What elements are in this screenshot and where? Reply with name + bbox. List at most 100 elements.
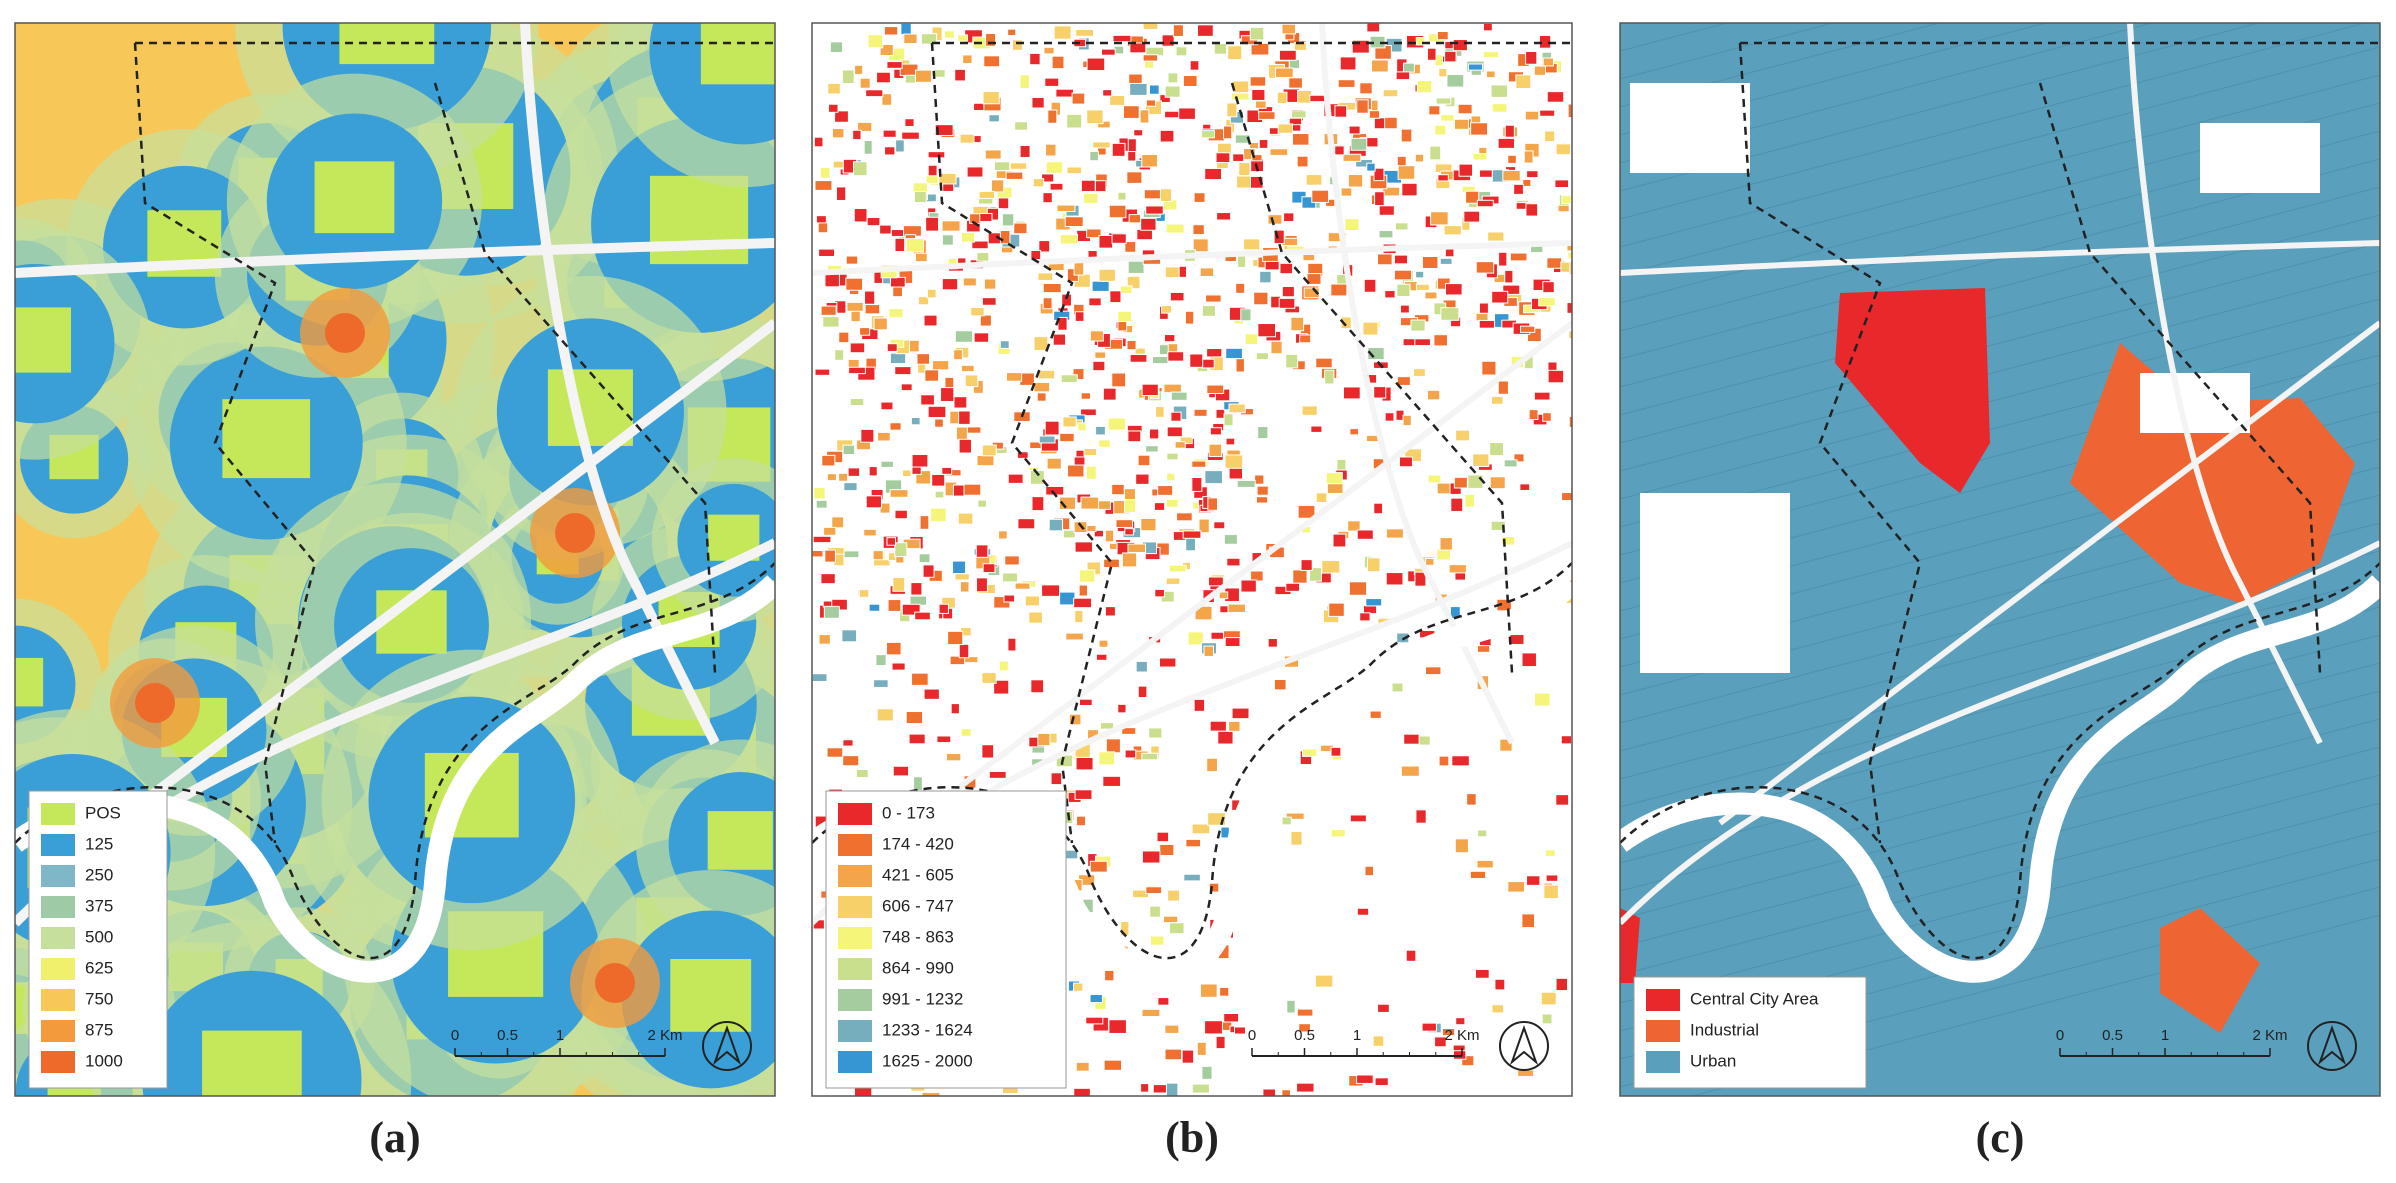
legend-swatch (1646, 1020, 1680, 1042)
parcel (1141, 154, 1158, 168)
parcel (1267, 637, 1278, 648)
open-space (700, 23, 775, 85)
parcel (1475, 312, 1489, 322)
parcel (1201, 1065, 1213, 1080)
parcel (1072, 982, 1084, 992)
parcel (1112, 34, 1132, 43)
parcel (1092, 141, 1111, 149)
parcel (1038, 435, 1056, 444)
parcel (1396, 376, 1411, 386)
parcel (1315, 357, 1333, 369)
parcel (894, 542, 908, 558)
parcel (1454, 838, 1469, 854)
parcel (1029, 469, 1045, 485)
parcel (1193, 698, 1206, 712)
parcel (1567, 103, 1572, 119)
legend-label: 864 - 990 (882, 958, 954, 977)
parcel (864, 304, 881, 315)
parcel (1205, 294, 1222, 303)
boundary (812, 562, 1572, 960)
parcel (1403, 733, 1420, 745)
parcel (1137, 685, 1148, 699)
central-city-area (1620, 908, 1640, 983)
parcel (1176, 512, 1193, 522)
parcel (1226, 557, 1241, 567)
open-space (15, 307, 72, 373)
parcel (1152, 355, 1169, 365)
parcel (1520, 325, 1536, 333)
parcel (1066, 166, 1083, 175)
parcel (1075, 1061, 1090, 1072)
parcel (1139, 109, 1150, 124)
parcel (983, 278, 997, 290)
parcel (1108, 1019, 1127, 1034)
parcel (1498, 251, 1508, 267)
road (812, 240, 1572, 276)
parcel (921, 1091, 941, 1096)
parcel (1227, 603, 1246, 613)
parcel (1544, 130, 1556, 143)
parcel (1311, 189, 1329, 203)
parcel (976, 455, 995, 467)
parcel (1339, 56, 1357, 71)
parcel (941, 220, 961, 232)
parcel (1215, 1035, 1226, 1050)
parcel (1155, 406, 1165, 418)
parcel (889, 276, 906, 288)
parcel (1521, 652, 1537, 668)
parcel (1079, 569, 1096, 583)
parcel (1135, 660, 1148, 673)
parcel (1226, 102, 1238, 118)
parcel (1111, 142, 1126, 157)
parcel (1140, 1083, 1150, 1093)
parcel (1555, 977, 1569, 992)
parcel (1384, 290, 1396, 299)
parcel (1324, 369, 1335, 385)
parcel (1421, 1022, 1437, 1032)
parcel (886, 343, 898, 352)
parcel (1554, 179, 1569, 189)
parcel (954, 573, 970, 581)
parcel (960, 728, 972, 737)
parcel (1157, 997, 1170, 1006)
parcel (1032, 178, 1045, 188)
parcel (1401, 182, 1418, 197)
parcel (1102, 387, 1117, 401)
parcel (1515, 74, 1532, 90)
parcel (842, 739, 854, 747)
map-content (1620, 23, 2380, 1096)
parcel (1166, 452, 1179, 461)
parcel (1255, 100, 1267, 109)
hotspot (135, 683, 175, 723)
parcel (1465, 190, 1480, 204)
parcel (1037, 272, 1054, 282)
parcel (1273, 229, 1285, 245)
parcel (978, 190, 995, 199)
parcel (1330, 283, 1348, 297)
parcel (1302, 748, 1318, 757)
parcel (853, 208, 868, 223)
parcel (918, 553, 931, 564)
parcel (1485, 70, 1496, 78)
parcel (1184, 310, 1195, 325)
legend-label: 606 - 747 (882, 896, 954, 915)
parcel (1227, 45, 1243, 61)
parcel (1041, 173, 1055, 183)
parcel (1144, 60, 1155, 69)
parcel (845, 277, 864, 291)
parcel (965, 426, 982, 434)
panel-label: (b) (1165, 1113, 1219, 1162)
parcel (1117, 703, 1127, 714)
parcel (1445, 283, 1463, 296)
parcel (925, 216, 940, 232)
parcel (1129, 82, 1148, 96)
parcel (973, 332, 990, 343)
parcel (1161, 305, 1172, 314)
parcel (1425, 666, 1442, 676)
parcel (1427, 47, 1437, 61)
parcel (889, 489, 909, 498)
scale-label: 0 (2056, 1027, 2064, 1044)
parcel (1441, 1027, 1456, 1037)
parcel (945, 753, 962, 762)
parcel (990, 179, 1005, 193)
